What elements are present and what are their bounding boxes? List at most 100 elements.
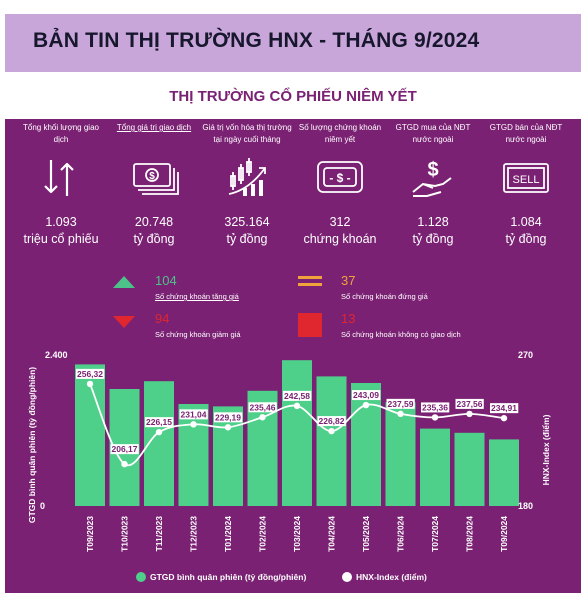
stat-value: 312 (329, 215, 351, 229)
stat-foreign-sell: GTGD bán của NĐT nước ngoài SELL 1.084 t… (480, 122, 572, 248)
stat-value: 1.093 (45, 215, 77, 229)
stat-unit: tỷ đồng (505, 232, 547, 246)
unchanged-equal-icon (298, 276, 322, 286)
breadth-unchanged-count: 37 (341, 273, 356, 288)
x-tick-label: T10/2023 (120, 516, 130, 552)
banknotes-icon: $ (133, 163, 179, 195)
hnx-value-label: 237,59 (388, 399, 414, 409)
hnx-label-bg (214, 412, 243, 423)
stat-value: 1.128 (417, 215, 449, 229)
x-tick-label: T12/2023 (189, 516, 199, 552)
stat-label: Giá trị vốn hóa thị trường tại ngày cuối… (202, 123, 292, 144)
stat-unit: chứng khoán (303, 232, 377, 246)
legend-bar-label: GTGD bình quân phiên (tỷ đồng/phiên) (150, 572, 306, 582)
stat-unit: tỷ đồng (226, 232, 268, 246)
y2-tick-max: 270 (518, 350, 533, 360)
breadth-up-count: 104 (155, 273, 177, 288)
hnx-value-label: 242,58 (284, 391, 310, 401)
stat-value: 1.084 (510, 215, 542, 229)
x-tick-label: T11/2023 (154, 516, 164, 552)
hnx-value-label: 226,82 (319, 416, 345, 426)
hnx-point-T03/2024 (293, 402, 301, 410)
hnx-label-bg (179, 409, 208, 420)
stat-label: Tổng khối lượng giao dịch (23, 123, 99, 144)
combo-chart: 256,32 206,17 226,15 231,04 229,19 235,46 242,… (27, 350, 551, 582)
breadth-notrade-count: 13 (341, 311, 356, 326)
hnx-point-T02/2024 (259, 414, 266, 421)
stat-unit: tỷ đồng (133, 232, 175, 246)
hnx-point-T09/2023 (86, 380, 94, 388)
breadth-down-label: Số chứng khoán giảm giá (155, 330, 241, 339)
hnx-value-label: 256,32 (77, 369, 103, 379)
hnx-point-T09/2024 (500, 414, 508, 422)
hnx-label-bg (455, 398, 484, 409)
hnx-value-label: 235,46 (250, 402, 276, 412)
hnx-point-T05/2024 (362, 401, 370, 409)
legend-line-label: HNX-Index (điểm) (356, 572, 427, 582)
hnx-value-label: 226,15 (146, 417, 172, 427)
hnx-point-T08/2024 (466, 410, 473, 418)
breadth-up-label: Số chứng khoán tăng giá (155, 292, 239, 301)
x-tick-label: T01/2024 (223, 516, 233, 552)
main-panel (5, 75, 581, 593)
y-tick-max: 2.400 (45, 350, 68, 360)
hnx-label-bg (76, 368, 105, 379)
bar-T09/2023 (75, 364, 105, 506)
legend-bar-marker (136, 572, 146, 582)
stat-label: Số lượng chứng khoán niêm yết (298, 123, 382, 144)
x-tick-label: T06/2024 (396, 516, 406, 552)
bar-T06/2024 (385, 402, 416, 506)
svg-text:SELL: SELL (513, 174, 540, 186)
x-tick-label: T09/2023 (85, 516, 95, 552)
up-triangle-icon (113, 276, 135, 288)
hnx-label-bg (283, 390, 312, 401)
stat-foreign-buy: GTGD mua của NĐT nước ngoài $ 1.128 tỷ đ… (387, 122, 479, 248)
svg-text:- $ -: - $ - (329, 171, 350, 185)
hnx-label-bg (352, 390, 381, 401)
hnx-label-bg (386, 398, 415, 409)
breadth-notrade-label: Số chứng khoán không có giao dịch (341, 330, 461, 339)
y-axis-label: GTGD bình quân phiên (tỷ đồng/phiên) (27, 367, 37, 523)
stat-value: 20.748 (134, 215, 174, 229)
hnx-label-bg (248, 402, 277, 413)
hnx-point-T07/2024 (431, 414, 439, 421)
hnx-label-bg (110, 444, 139, 455)
y-tick-min: 0 (40, 501, 45, 511)
hnx-value-label: 235,36 (422, 402, 448, 412)
svg-text:$: $ (427, 159, 438, 181)
stat-label: GTGD mua của NĐT nước ngoài (395, 123, 471, 144)
stat-label: GTGD bán của NĐT nước ngoài (489, 123, 563, 144)
hnx-label-bg (421, 402, 450, 413)
down-triangle-icon (113, 316, 135, 328)
bar-T04/2024 (316, 376, 347, 506)
stat-label: Tổng giá trị giao dịch (116, 123, 192, 132)
x-tick-label: T04/2024 (327, 516, 337, 552)
hnx-point-T04/2024 (328, 427, 335, 435)
x-tick-label: T09/2024 (499, 516, 509, 552)
x-tick-label: T08/2024 (465, 516, 475, 552)
stat-unit: triệu cổ phiếu (23, 232, 99, 246)
x-tick-label: T05/2024 (361, 516, 371, 552)
header-band (5, 14, 581, 72)
hnx-value-label: 237,56 (457, 399, 483, 409)
bar-T08/2024 (454, 432, 485, 506)
hnx-point-T01/2024 (224, 424, 232, 431)
stat-market-cap: Giá trị vốn hóa thị trường tại ngày cuối… (201, 122, 293, 248)
y2-axis-label: HNX-Index (điểm) (541, 414, 551, 485)
stat-value-traded: Tổng giá trị giao dịch $ 20.748 tỷ đồng (108, 122, 200, 248)
hnx-point-T10/2023 (121, 460, 128, 468)
bar-T07/2024 (420, 428, 450, 506)
hand-dollar-icon: $ (412, 159, 452, 197)
hnx-point-T12/2023 (190, 421, 197, 428)
hnx-label-bg (317, 416, 346, 427)
bar-T01/2024 (213, 406, 243, 506)
hnx-label-bg (145, 417, 174, 428)
up-down-arrows-icon (44, 160, 74, 196)
dollar-card-icon: - $ - (317, 161, 363, 193)
hnx-point-T06/2024 (397, 410, 404, 418)
legend-line-marker (342, 572, 352, 582)
bar-T03/2024 (282, 360, 312, 506)
stat-unit: tỷ đồng (412, 232, 454, 246)
bar-T05/2024 (351, 383, 381, 506)
stat-listed: Số lượng chứng khoán niêm yết - $ - 312 … (294, 122, 386, 248)
